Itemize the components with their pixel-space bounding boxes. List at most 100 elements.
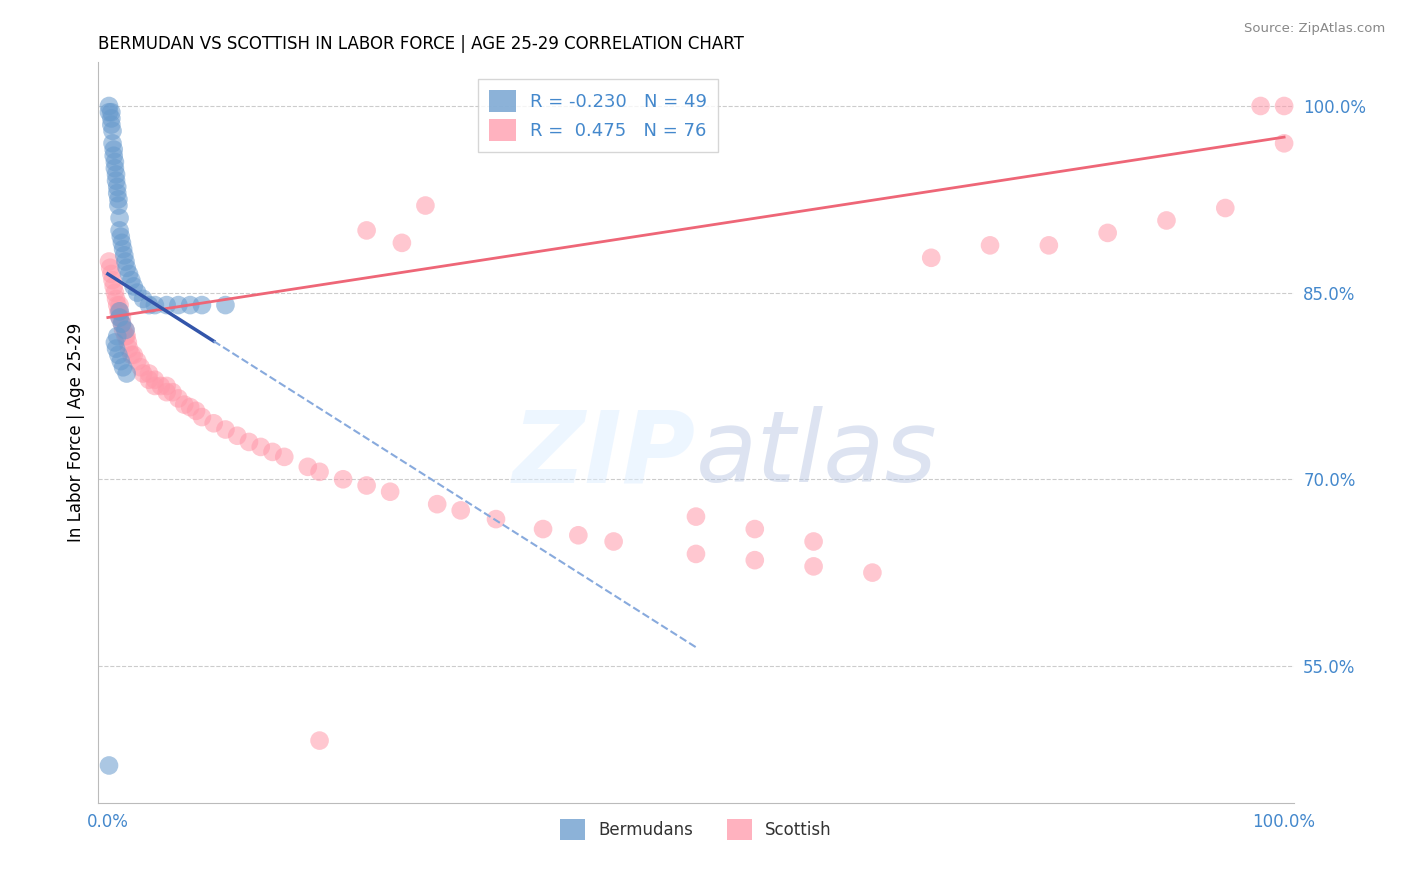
Point — [238, 434, 260, 449]
Point — [120, 273, 142, 287]
Point — [920, 251, 942, 265]
Point — [156, 379, 179, 393]
Point — [100, 112, 122, 126]
Point — [179, 298, 201, 312]
Text: Source: ZipAtlas.com: Source: ZipAtlas.com — [1244, 22, 1385, 36]
Point — [100, 105, 122, 120]
Point — [111, 310, 134, 325]
Point — [111, 317, 134, 331]
Point — [803, 534, 825, 549]
Point — [249, 440, 271, 454]
Point — [108, 298, 131, 312]
Point — [101, 273, 124, 287]
Point — [108, 304, 131, 318]
Point — [107, 198, 129, 212]
Point — [1213, 201, 1236, 215]
Point — [104, 285, 127, 300]
Point — [101, 136, 124, 151]
Point — [104, 155, 127, 169]
Point — [202, 417, 225, 431]
Point — [100, 118, 122, 132]
Point — [122, 279, 145, 293]
Point — [103, 143, 125, 157]
Point — [104, 335, 127, 350]
Point — [143, 373, 166, 387]
Point — [103, 279, 125, 293]
Point — [107, 304, 129, 318]
Point — [118, 342, 141, 356]
Point — [1097, 226, 1119, 240]
Point — [156, 298, 179, 312]
Point — [120, 348, 142, 362]
Point — [105, 298, 128, 312]
Point — [415, 198, 437, 212]
Point — [162, 385, 184, 400]
Point — [111, 317, 134, 331]
Point — [105, 179, 128, 194]
Point — [98, 254, 121, 268]
Point — [308, 733, 330, 747]
Point — [173, 398, 195, 412]
Point — [378, 484, 401, 499]
Point — [114, 329, 136, 343]
Point — [602, 534, 624, 549]
Point — [105, 168, 128, 182]
Point — [191, 298, 214, 312]
Point — [1272, 136, 1295, 151]
Point — [98, 105, 121, 120]
Point — [191, 410, 214, 425]
Point — [485, 512, 508, 526]
Point — [98, 758, 121, 772]
Point — [391, 235, 413, 250]
Y-axis label: In Labor Force | Age 25-29: In Labor Force | Age 25-29 — [66, 323, 84, 542]
Point — [107, 348, 129, 362]
Point — [297, 459, 319, 474]
Point — [98, 99, 121, 113]
Point — [1156, 213, 1178, 227]
Point — [115, 260, 138, 275]
Point — [143, 298, 166, 312]
Point — [356, 478, 378, 492]
Point — [979, 238, 1001, 252]
Point — [685, 547, 707, 561]
Point — [356, 223, 378, 237]
Point — [108, 304, 131, 318]
Text: BERMUDAN VS SCOTTISH IN LABOR FORCE | AGE 25-29 CORRELATION CHART: BERMUDAN VS SCOTTISH IN LABOR FORCE | AG… — [98, 35, 744, 53]
Point — [167, 298, 190, 312]
Point — [98, 260, 121, 275]
Point — [108, 223, 131, 237]
Point — [685, 509, 707, 524]
Point — [1272, 99, 1295, 113]
Point — [132, 367, 155, 381]
Point — [115, 367, 138, 381]
Point — [214, 298, 236, 312]
Point — [114, 323, 136, 337]
Point — [114, 254, 136, 268]
Point — [860, 566, 883, 580]
Point — [744, 522, 766, 536]
Point — [531, 522, 554, 536]
Point — [108, 310, 131, 325]
Point — [332, 472, 354, 486]
Point — [108, 310, 131, 325]
Point — [308, 465, 330, 479]
Point — [115, 329, 138, 343]
Point — [129, 360, 152, 375]
Point — [104, 161, 127, 176]
Point — [100, 267, 122, 281]
Point — [567, 528, 589, 542]
Point — [117, 335, 139, 350]
Point — [105, 342, 128, 356]
Point — [112, 323, 135, 337]
Point — [127, 285, 149, 300]
Point — [103, 149, 125, 163]
Point — [184, 404, 207, 418]
Point — [110, 229, 132, 244]
Point — [226, 428, 249, 442]
Point — [167, 392, 190, 406]
Point — [107, 192, 129, 206]
Point — [101, 124, 124, 138]
Point — [110, 354, 132, 368]
Point — [112, 242, 135, 256]
Text: atlas: atlas — [696, 407, 938, 503]
